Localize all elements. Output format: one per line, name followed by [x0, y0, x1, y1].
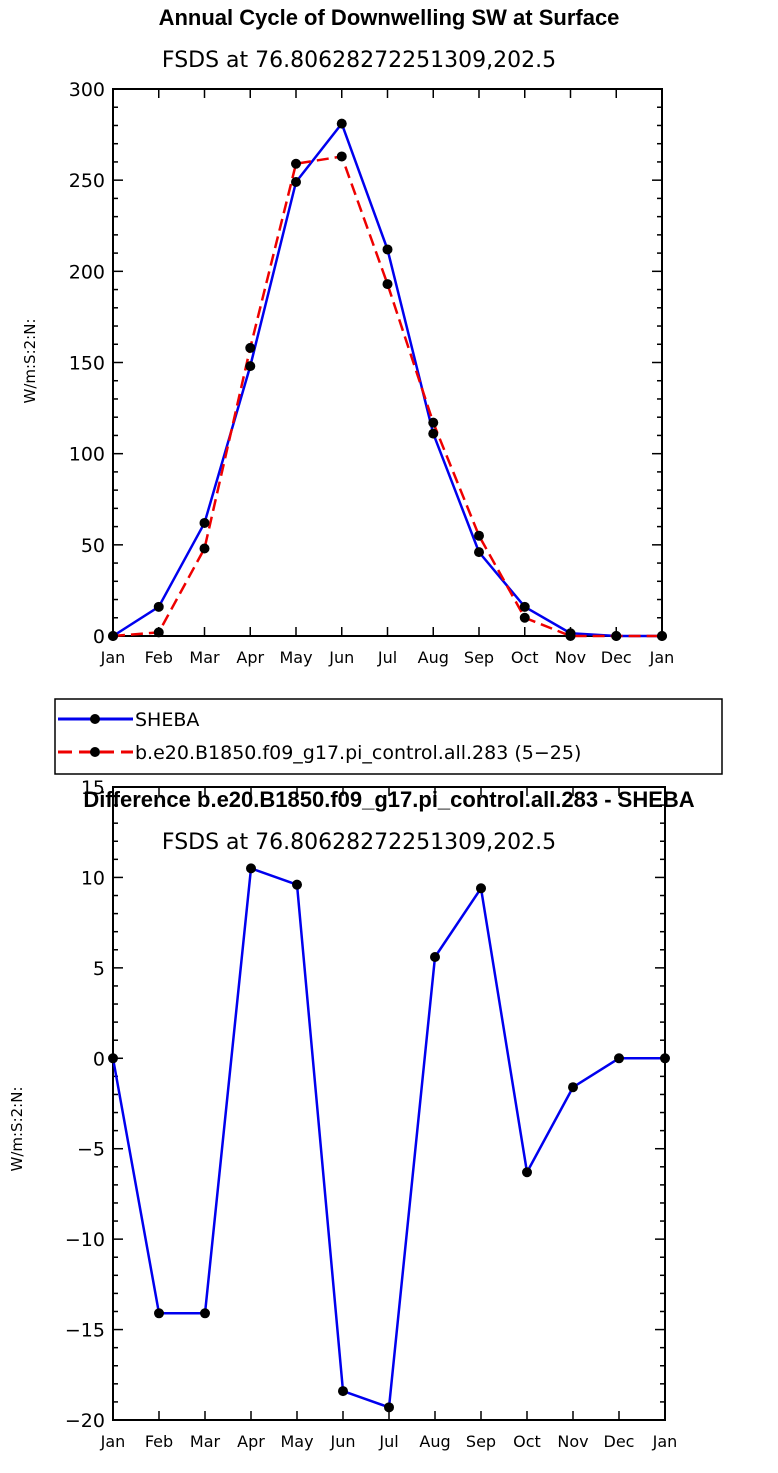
- chart2-ytick-label: −15: [65, 1320, 105, 1342]
- chart2-frame: [112, 786, 666, 1421]
- chart1-series-0-point: [245, 361, 256, 372]
- chart2-xtick-label: May: [280, 1432, 313, 1451]
- legend-label-sheba: SHEBA: [135, 709, 199, 731]
- chart2-series-0-point: [660, 1053, 670, 1064]
- chart1-series-1-line: [112, 155, 662, 638]
- chart1-series-1-point: [291, 158, 301, 169]
- chart1-series-0-point: [474, 547, 484, 558]
- chart1-series-1-point: [199, 543, 210, 554]
- chart2-series-0-point: [292, 879, 302, 890]
- chart1-series-1-point: [565, 631, 576, 641]
- chart1-xtick-label: Apr: [236, 648, 264, 667]
- chart2-ytick-label: 10: [81, 867, 105, 889]
- chart2-series-0-point: [614, 1053, 624, 1064]
- chart2-series-0-point: [430, 952, 440, 963]
- chart2-xtick-label: Oct: [513, 1432, 541, 1451]
- chart1-series-1-point: [336, 151, 347, 162]
- chart2-plot-area: −20 −15 −10 −5 0 5 10 15 Jan Feb Mar Apr May Jun Jul Au…: [65, 777, 677, 1451]
- legend-label-model: b.e20.B1850.f09_g17.pi_control.all.283 (…: [135, 742, 581, 764]
- chart2-ytick-label: −10: [65, 1229, 105, 1251]
- chart1-xtick-label: Feb: [145, 648, 173, 667]
- chart2-subtitle: FSDS at 76.80628272251309,202.5: [162, 830, 556, 855]
- chart2-series-0-point: [384, 1402, 394, 1413]
- chart2-xtick-label: Dec: [604, 1432, 635, 1451]
- chart2-series-0-point: [522, 1167, 532, 1178]
- chart1-xtick-label: Sep: [464, 648, 494, 667]
- chart2-series-0-point: [476, 883, 486, 894]
- legend-box: [54, 698, 723, 775]
- chart2-xtick-label: Aug: [419, 1432, 450, 1451]
- chart1-ytick-label: 50: [81, 535, 105, 557]
- chart1-series-1-point: [474, 530, 484, 541]
- chart2-ytick-label: 0: [93, 1048, 105, 1070]
- chart1-series-1-point: [611, 631, 622, 641]
- chart2-xtick-label: Jan: [100, 1432, 126, 1451]
- chart2-series-0-point: [568, 1082, 578, 1093]
- chart2-xtick-label: Apr: [237, 1432, 265, 1451]
- chart1-xtick-label: Dec: [601, 648, 632, 667]
- chart1-xtick-label: Oct: [511, 648, 539, 667]
- chart2-series-0-point: [338, 1386, 348, 1397]
- legend-marker-sheba: [90, 714, 100, 724]
- chart1-series-0-point: [428, 428, 439, 439]
- chart1-series-0-point: [199, 517, 210, 528]
- chart1-series-1-point: [108, 631, 118, 641]
- chart1-ytick-label: 200: [69, 261, 105, 283]
- chart1-series-1-point: [153, 627, 164, 638]
- chart1-plot-area: 0 50 100 150 200 250 300 Jan Feb Mar Apr May Jun Jul A…: [69, 79, 675, 667]
- chart1-xtick-label: Aug: [418, 648, 449, 667]
- chart2-series-0-line: [111, 867, 665, 1409]
- legend: SHEBA b.e20.B1850.f09_g17.pi_control.all…: [54, 698, 723, 775]
- chart1-xtick-label: Jan: [649, 648, 675, 667]
- chart2-xtick-label: Jul: [378, 1432, 398, 1451]
- chart1-series-1-point: [245, 342, 256, 353]
- chart2-ytick-label: −20: [65, 1410, 105, 1432]
- chart2-series-0-point: [154, 1308, 164, 1319]
- chart1-series-0-point: [291, 176, 301, 187]
- chart2-ytick-label: −5: [77, 1139, 105, 1161]
- chart1-frame: [112, 88, 663, 637]
- chart1-series-0-point: [519, 601, 530, 612]
- chart2-series-0-point: [246, 863, 256, 874]
- chart1-xtick-label: Mar: [189, 648, 220, 667]
- chart1-ytick-label: 250: [69, 170, 105, 192]
- chart1-subtitle: FSDS at 76.80628272251309,202.5: [162, 48, 556, 73]
- chart2-ytick-label: 5: [93, 958, 105, 980]
- chart1-series-0-point: [382, 244, 393, 255]
- chart1-ytick-label: 300: [69, 79, 105, 101]
- chart1-series-0-point: [336, 118, 347, 129]
- chart1-ylabel: W/m:S:2:N:: [21, 319, 39, 404]
- chart1-series-0-line: [112, 122, 662, 638]
- chart2-xtick-label: Nov: [557, 1432, 588, 1451]
- chart1-xtick-label: Nov: [555, 648, 586, 667]
- chart1-ytick-label: 100: [69, 444, 105, 466]
- chart2-series-0-point: [108, 1053, 118, 1064]
- chart2-xtick-label: Feb: [145, 1432, 173, 1451]
- chart2-ylabel: W/m:S:2:N:: [8, 1087, 26, 1172]
- chart1-series-1-point: [657, 631, 667, 641]
- chart1-series-1-point: [382, 279, 393, 290]
- chart1-xtick-label: Jul: [377, 648, 397, 667]
- chart2-xtick-label: Jun: [330, 1432, 356, 1451]
- chart2-xtick-label: Jan: [652, 1432, 678, 1451]
- chart1-title: Annual Cycle of Downwelling SW at Surfac…: [159, 5, 620, 30]
- chart1-xtick-label: May: [279, 648, 312, 667]
- chart1-xtick-label: Jun: [328, 648, 354, 667]
- chart1-series-1-point: [428, 417, 439, 428]
- chart2-series-0-point: [200, 1308, 210, 1319]
- chart2-xtick-label: Sep: [466, 1432, 496, 1451]
- chart1-series-0-point: [153, 601, 164, 612]
- chart1-ytick-label: 150: [69, 353, 105, 375]
- chart1-xtick-label: Jan: [100, 648, 126, 667]
- chart2-xtick-label: Mar: [190, 1432, 221, 1451]
- chart2-ytick-label: 15: [81, 777, 105, 799]
- chart1-series-1-point: [519, 612, 530, 623]
- legend-marker-model: [90, 747, 100, 757]
- chart1-ytick-label: 0: [93, 626, 105, 648]
